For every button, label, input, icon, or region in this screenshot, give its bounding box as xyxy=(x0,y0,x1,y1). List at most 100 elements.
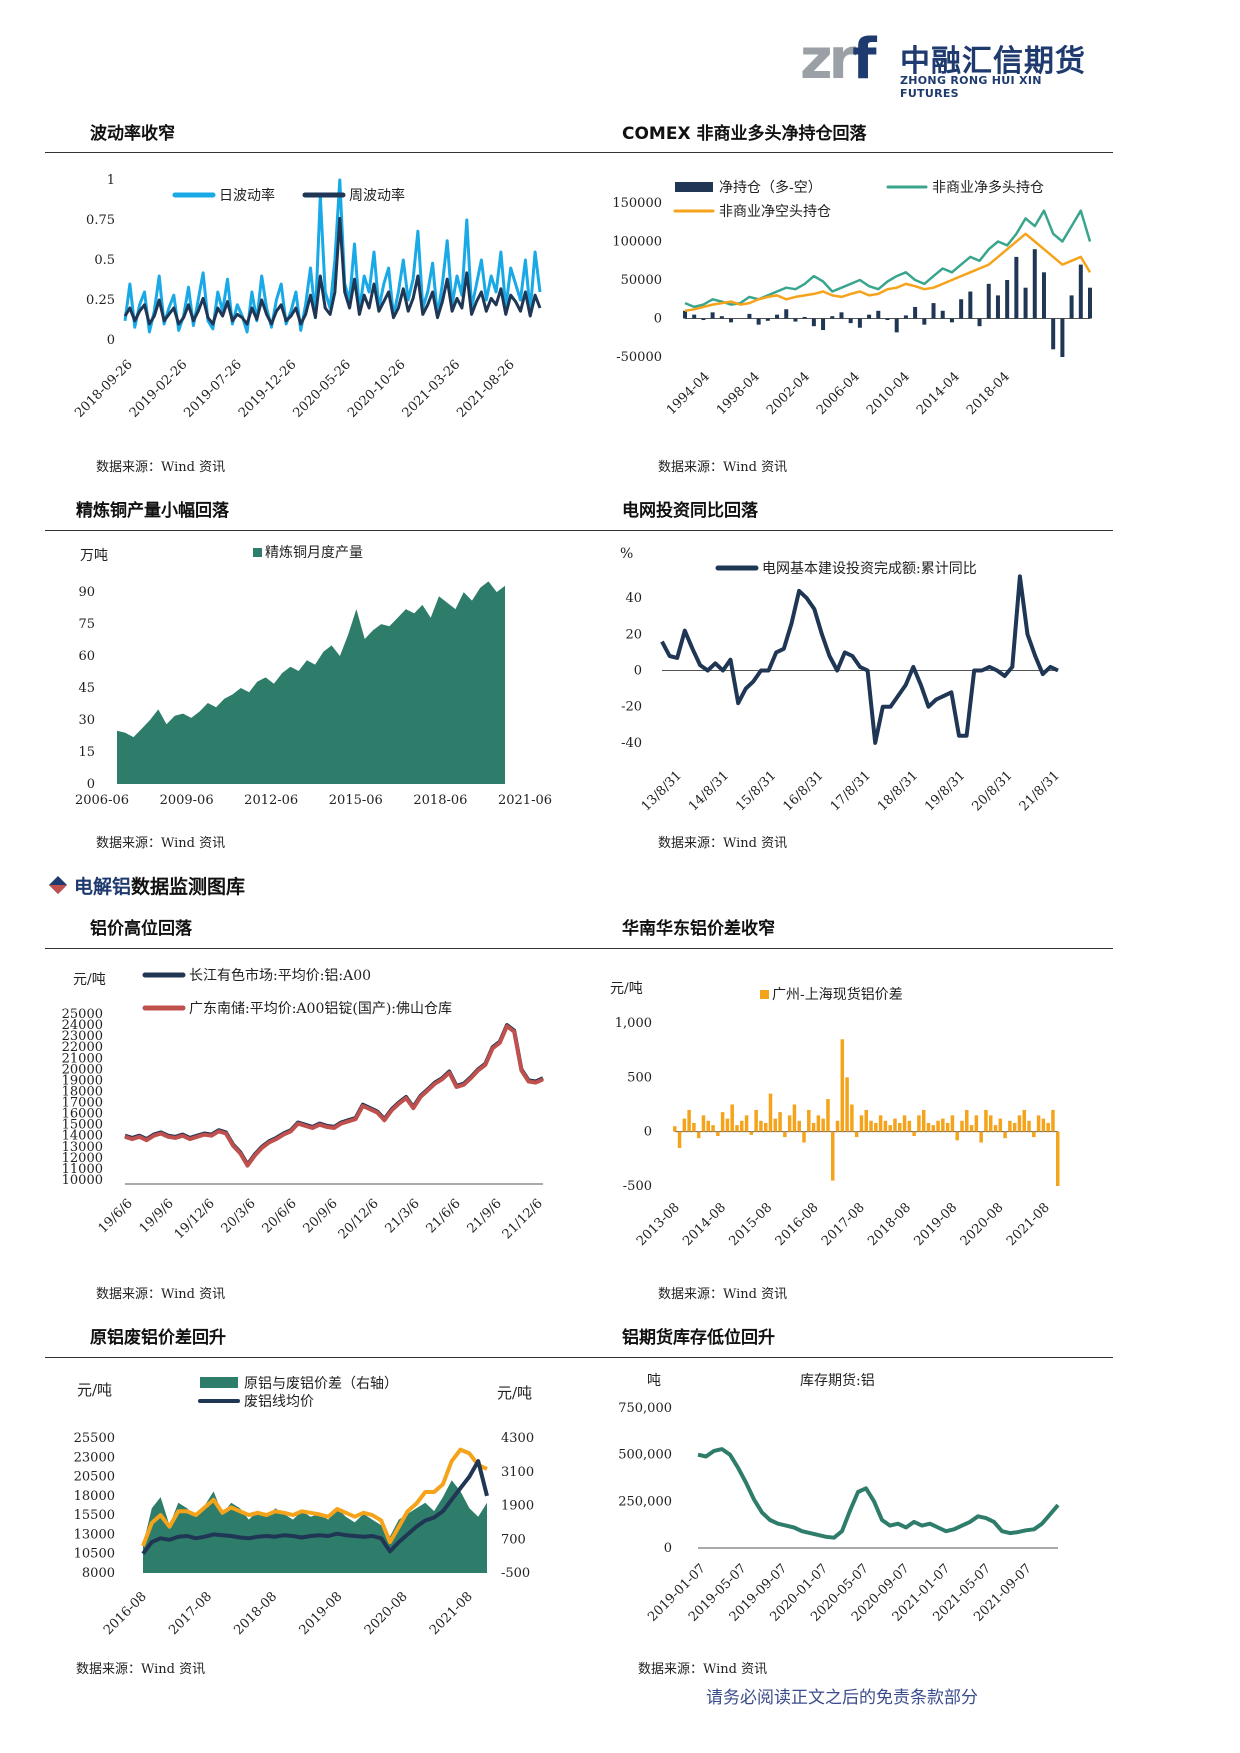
legend-grid-label: 电网基本建设投资完成额:累计同比 xyxy=(762,560,977,577)
y-tick-label-left: 20500 xyxy=(74,1470,115,1485)
y-axis-unit: 万吨 xyxy=(80,548,108,564)
x-tick-label: 2013-08 xyxy=(634,1200,683,1249)
x-tick-label: 19/8/31 xyxy=(922,768,968,814)
x-tick-label: 20/12/6 xyxy=(336,1196,382,1242)
net-position-bar xyxy=(784,309,789,319)
net-position-bar xyxy=(1005,280,1010,319)
y-tick-label: 0 xyxy=(654,312,662,327)
y-tick-label: 750,000 xyxy=(618,1401,672,1416)
net-position-bar xyxy=(885,318,890,321)
panel-title-regional-spread: 华南华东铝价差收窄 xyxy=(622,919,775,939)
spread-bar xyxy=(677,1131,682,1148)
spread-bar xyxy=(945,1122,950,1132)
chart-comex: 150000 100000 50000 0 -50000 净持仓（多-空） 非商业净多头持仓… xyxy=(612,179,1092,418)
chart-futures-inventory: 吨750,000500,000250,0000库存期货:铝2019-01-072… xyxy=(618,1372,1060,1625)
x-tick-label: 2006-06 xyxy=(75,793,129,808)
spread-bar xyxy=(730,1104,734,1132)
y-tick-label: 11000 xyxy=(62,1162,103,1177)
spread-bar xyxy=(969,1125,974,1132)
x-tick-label: 14/8/31 xyxy=(686,768,732,814)
y-tick-label: 500 xyxy=(627,1070,652,1085)
spread-bar xyxy=(835,1120,840,1132)
spread-bar xyxy=(701,1115,706,1132)
spread-bar xyxy=(845,1077,849,1132)
spread-bar xyxy=(1036,1115,1041,1132)
y-tick-label: -40 xyxy=(621,736,642,751)
y-tick-label: 24000 xyxy=(62,1018,103,1033)
net-position-bar xyxy=(1051,318,1056,350)
y-tick-label: 16000 xyxy=(62,1107,103,1122)
x-tick-label: 2017-08 xyxy=(819,1200,868,1249)
net-position-bar xyxy=(986,283,991,319)
y-tick-label: 15 xyxy=(78,745,95,760)
section-heading: 电解铝数据监测图库 xyxy=(48,872,245,899)
source-note-aluminium-price: 数据来源：Wind 资讯 xyxy=(96,1287,226,1302)
y-tick-label: 150000 xyxy=(612,196,662,211)
spread-bar xyxy=(883,1120,888,1132)
x-tick-label: 2009-06 xyxy=(160,793,214,808)
y-tick-label-left: 15500 xyxy=(74,1508,115,1523)
net-position-bar xyxy=(1069,295,1074,319)
panel-title-comex: COMEX 非商业多头净持仓回落 xyxy=(622,124,867,144)
spread-bar xyxy=(869,1120,873,1132)
net-position-bar xyxy=(913,306,918,319)
net-position-bar xyxy=(692,314,697,319)
spread-bar xyxy=(1022,1109,1026,1132)
spread-bar xyxy=(768,1093,773,1132)
x-tick-label: 2014-04 xyxy=(914,369,963,418)
logo-english-name: ZHONG RONG HUI XIN FUTURES xyxy=(900,74,1042,100)
spread-bar xyxy=(783,1131,787,1138)
y-tick-label: 90 xyxy=(78,585,95,600)
y-tick-label-right: 4300 xyxy=(501,1431,534,1446)
y-tick-label: 60 xyxy=(78,649,95,664)
spread-bar xyxy=(716,1131,720,1137)
spread-bar xyxy=(754,1109,758,1132)
series-line-inventory xyxy=(697,1447,1060,1540)
x-tick-label: 2016-08 xyxy=(773,1200,822,1249)
net-position-bar xyxy=(1023,287,1028,319)
legend-spread-swatch xyxy=(200,1377,238,1388)
series-line-net-long xyxy=(684,209,1092,309)
spread-bar xyxy=(950,1115,955,1132)
spread-bar xyxy=(854,1131,859,1138)
spread-bar xyxy=(1046,1122,1050,1132)
panel-title-aluminium-price: 铝价高位回落 xyxy=(90,919,192,939)
spread-bar xyxy=(955,1131,959,1141)
spread-bar xyxy=(979,1131,983,1143)
chart-grid-investment: % 40 20 0 -20 -40 电网基本建设投资完成额:累计同比 13/8/31 14/8/… xyxy=(620,546,1063,814)
series-line-changjiang xyxy=(124,1023,544,1167)
spread-bar xyxy=(850,1104,854,1132)
series-line-orange xyxy=(141,1447,488,1547)
net-position-bar xyxy=(995,295,1000,319)
y-tick-label: 0 xyxy=(644,1125,652,1140)
y-tick-label: 0.25 xyxy=(86,293,115,308)
net-position-bar xyxy=(1014,256,1019,319)
net-position-bar xyxy=(968,291,973,319)
spread-bar xyxy=(864,1109,868,1132)
spread-bar xyxy=(902,1115,907,1132)
source-note-comex: 数据来源：Wind 资讯 xyxy=(658,460,788,475)
y-tick-label-left: 18000 xyxy=(74,1489,115,1504)
spread-bar xyxy=(826,1099,830,1132)
spread-bar xyxy=(797,1120,801,1132)
x-tick-label: 2018-08 xyxy=(231,1589,280,1638)
y-tick-label: 18000 xyxy=(62,1084,103,1099)
net-position-bar xyxy=(1078,264,1083,319)
chart-scrap-spread: 元/吨 元/吨 25500 23000 20500 18000 15500 13000 1050… xyxy=(74,1376,534,1638)
source-note-volatility: 数据来源：Wind 资讯 xyxy=(96,460,226,475)
net-position-bar xyxy=(867,314,872,319)
spread-bar xyxy=(821,1118,825,1132)
spread-bar xyxy=(692,1122,696,1132)
logo-chinese-name: 中融汇信期货 xyxy=(900,44,1086,79)
y-tick-label: 30 xyxy=(78,713,95,728)
y-tick-label: 25000 xyxy=(62,1007,103,1022)
spread-bar xyxy=(878,1115,883,1132)
x-tick-label: 2021-08 xyxy=(1004,1200,1053,1249)
net-position-bar xyxy=(719,316,724,319)
x-tick-label: 2018-06 xyxy=(413,793,467,808)
net-position-bar xyxy=(857,318,862,328)
x-tick-label: 18/8/31 xyxy=(875,768,921,814)
y-tick-label: 0 xyxy=(107,333,115,348)
series-line-guangdong xyxy=(124,1024,544,1168)
y-axis-unit-left: 元/吨 xyxy=(77,1381,112,1399)
